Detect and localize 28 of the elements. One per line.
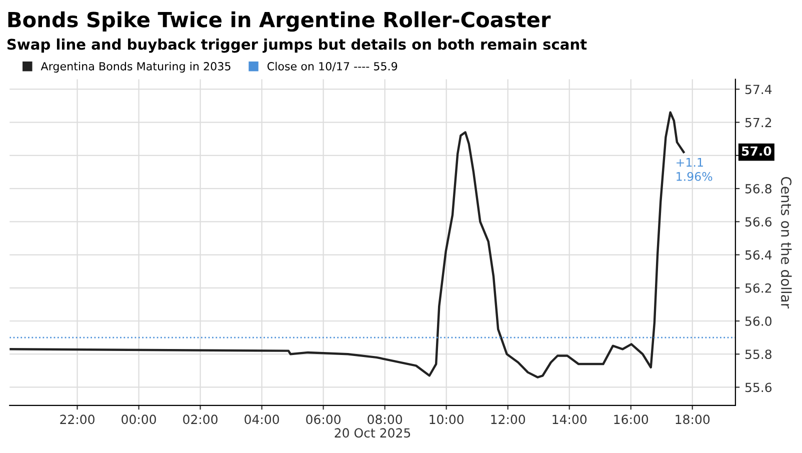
x-tick-label: 12:00	[491, 414, 526, 424]
y-tick-label: 55.6	[745, 382, 772, 392]
x-tick-label: 22:00	[60, 414, 94, 424]
annotation: +1.1 1.96%	[676, 158, 712, 181]
y-tick-label: 57.4	[745, 84, 772, 94]
legend-label: Argentina Bonds Maturing in 2035	[40, 62, 230, 73]
x-tick-label: 14:00	[552, 414, 587, 424]
y-tick-label: 57.2	[745, 118, 772, 128]
x-axis-title: 20 Oct 2025	[334, 428, 410, 438]
text: 57.0	[742, 146, 772, 156]
x-tick-label: 08:00	[368, 414, 402, 424]
y-tick-label: 56.0	[745, 316, 772, 326]
y-tick-label: 56.2	[745, 283, 772, 293]
x-tick-label: 02:00	[183, 414, 218, 424]
chart-title: Bonds Spike Twice in Argentine Roller-Coaster	[8, 11, 551, 32]
x-tick-label: 16:00	[614, 414, 648, 424]
x-tick-label: 10:00	[430, 414, 464, 424]
y-tick-label: 55.8	[745, 350, 772, 360]
y-tick-label: 56.4	[745, 250, 772, 260]
legend-label: Close on 10/17 ---- 55.9	[267, 62, 398, 72]
x-tick-label: 18:00	[676, 414, 710, 424]
y-tick-label: 56.6	[745, 217, 772, 227]
y-tick-label: 56.8	[745, 184, 772, 194]
chart-subtitle: Swap line and buyback trigger jumps but details on both remain scant	[7, 38, 587, 53]
y-axis-title: Cents on the dollar	[780, 176, 792, 309]
x-tick-label: 04:00	[244, 414, 279, 424]
x-tick-label: 00:00	[122, 414, 156, 424]
x-tick-label: 06:00	[306, 414, 341, 424]
